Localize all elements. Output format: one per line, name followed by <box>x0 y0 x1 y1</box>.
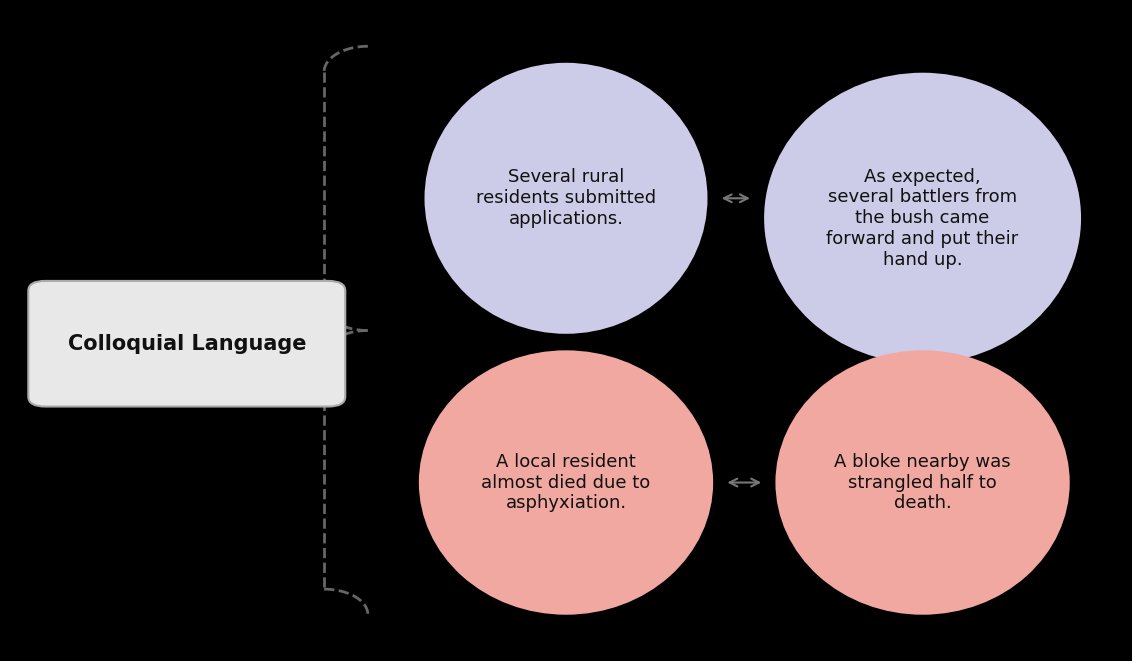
Text: A bloke nearby was
strangled half to
death.: A bloke nearby was strangled half to dea… <box>834 453 1011 512</box>
Text: Several rural
residents submitted
applications.: Several rural residents submitted applic… <box>475 169 657 228</box>
Ellipse shape <box>424 63 708 334</box>
Text: As expected,
several battlers from
the bush came
forward and put their
hand up.: As expected, several battlers from the b… <box>826 167 1019 269</box>
Ellipse shape <box>775 350 1070 615</box>
Text: A local resident
almost died due to
asphyxiation.: A local resident almost died due to asph… <box>481 453 651 512</box>
Ellipse shape <box>764 73 1081 364</box>
Text: Colloquial Language: Colloquial Language <box>68 334 306 354</box>
Ellipse shape <box>419 350 713 615</box>
FancyBboxPatch shape <box>28 281 345 407</box>
